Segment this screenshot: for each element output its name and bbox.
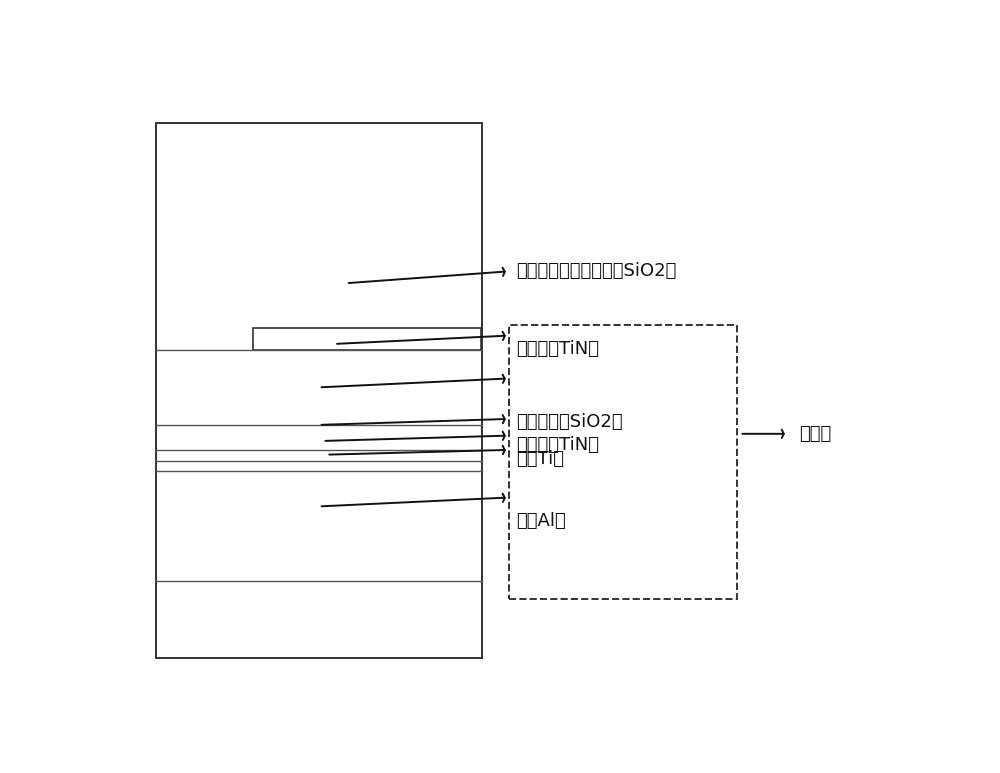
Bar — [156, 122, 482, 659]
Bar — [509, 325, 737, 598]
Text: 二氧化硅（SiO2）: 二氧化硅（SiO2） — [516, 413, 623, 431]
Text: 铝（Al）: 铝（Al） — [516, 512, 566, 530]
Text: 鑦（Ti）: 鑦（Ti） — [516, 450, 564, 468]
Text: 绍缘介质：二氧化硅（SiO2）: 绍缘介质：二氧化硅（SiO2） — [516, 262, 677, 281]
Text: 下基板: 下基板 — [799, 425, 832, 443]
Bar — [253, 328, 481, 350]
Text: 氮化镦（TiN）: 氮化镦（TiN） — [516, 340, 599, 358]
Text: 氮化镦（TiN）: 氮化镦（TiN） — [516, 436, 599, 454]
